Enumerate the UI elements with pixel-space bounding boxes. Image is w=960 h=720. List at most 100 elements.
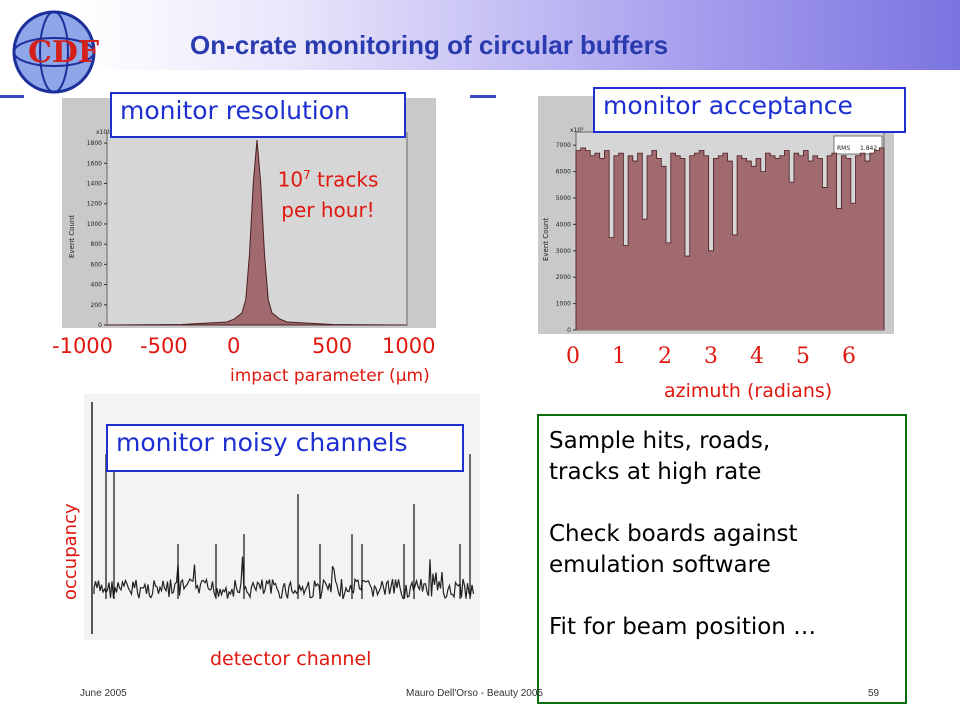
azimuth-outline [575,147,885,330]
azimuth-bar [812,155,818,331]
azimuth-bar [860,152,866,331]
azimuth-bar [826,155,833,331]
azimuth-bar [575,150,581,331]
info-box: Sample hits, roads, tracks at high rate … [537,414,907,704]
footer-author: Mauro Dell'Orso - Beauty 2005 [406,688,543,699]
azimuth-bar [585,150,591,331]
info-line: Fit for beam position … [549,614,817,640]
tracks-exp: 7 [303,168,311,182]
acc-x-tick-label: 1 [612,344,626,369]
azimuth-bar [817,158,823,331]
res-y-label: Event Count [68,215,76,258]
azimuth-bar [627,155,634,331]
azimuth-bar [855,155,861,331]
footer-date: June 2005 [80,688,127,699]
azimuth-bar [580,147,586,331]
azimuth-bar [670,152,676,331]
azimuth-bar [699,150,705,331]
res-y-tick-label: 1000 [87,221,102,228]
res-y-tick-label: 1600 [87,160,102,167]
azimuth-bar [642,218,648,331]
azimuth-bar [646,155,652,331]
acc-y-tick-label: 6000 [556,169,571,176]
info-line: Sample hits, roads, [549,428,771,454]
tracks-line2: per hour! [281,197,375,222]
azimuth-bar [755,158,761,331]
azimuth-bar [609,237,615,331]
azimuth-bar [613,155,619,331]
azimuth-bar [869,152,875,331]
impact-parameter-distribution [106,140,408,326]
res-y-tick-label: 400 [91,282,103,289]
azimuth-bar [656,158,662,331]
azimuth-bar [784,150,790,331]
azimuth-bar [680,158,686,331]
acc-y-tick-label: 5000 [556,195,571,202]
resolution-x-ticks: -1000 -500 0 500 1000 [52,334,444,364]
resolution-x-label: impact parameter (μm) [230,366,430,386]
res-y-tick-label: 1200 [87,201,102,208]
azimuth-bar [746,160,752,331]
acc-y-tick-label: 0 [567,327,571,334]
res-x-tick-label: -1000 [52,334,114,358]
title-band [0,0,960,70]
azimuth-bar [736,155,742,331]
res-x-tick-label: 0 [227,334,241,358]
acc-y-scale: x10³ [570,127,584,134]
acc-x-tick-label: 2 [658,344,672,369]
acc-y-tick-label: 4000 [556,221,571,228]
acc-x-tick-label: 3 [704,344,718,369]
acc-y-tick-label: 1000 [556,301,571,308]
divider-left [0,95,24,98]
azimuth-bar [841,155,847,331]
acc-y-tick-label: 2000 [556,274,571,281]
azimuth-bar [604,150,610,331]
azimuth-bar [703,155,709,331]
azimuth-bar [774,158,780,331]
azimuth-bar [741,158,747,331]
acceptance-x-label: azimuth (radians) [664,380,833,402]
azimuth-bar [727,160,733,331]
acc-y-tick-label: 7000 [556,142,571,149]
footer-page: 59 [868,688,880,699]
page-title: On-crate monitoring of circular buffers [190,30,669,60]
res-y-scale: x10³ [96,129,110,136]
acceptance-x-ticks: 0 1 2 3 4 5 6 [556,344,896,374]
azimuth-bar [651,150,657,331]
azimuth-bar [879,147,885,331]
azimuth-bar [789,182,795,331]
res-y-tick-label: 600 [91,261,103,268]
callout-monitor-acceptance: monitor acceptance [593,87,906,133]
azimuth-bar [632,160,638,331]
acc-x-tick-label: 0 [566,344,580,369]
info-line [549,581,895,612]
azimuth-bar [594,152,600,331]
azimuth-bar [713,158,719,331]
acceptance-panel: x10³ Event Count RMS 1.842 0 1000 2000 3000… [538,96,894,334]
azimuth-bar [675,155,681,331]
stats-rms-name: RMS [837,145,850,152]
azimuth-bar [850,203,856,331]
azimuth-bar [665,242,671,331]
res-y-tick-label: 1400 [87,181,102,188]
info-line: Check boards against [549,521,798,547]
azimuth-bar [779,155,785,331]
tracks-rest: tracks [310,167,379,192]
azimuth-bar [694,152,700,331]
azimuth-bar [599,158,605,331]
azimuth-bar [874,150,880,331]
azimuth-bar [684,255,690,331]
res-y-tick-label: 800 [91,241,103,248]
res-x-tick-label: 500 [312,334,353,358]
azimuth-bar [864,160,870,331]
azimuth-bar [722,152,728,331]
info-line: tracks at high rate [549,459,762,485]
detector-channel-label: detector channel [210,648,372,670]
azimuth-bar [708,250,714,331]
azimuth-bar [689,155,695,331]
azimuth-bar [718,155,724,331]
azimuth-bar [845,158,851,331]
info-line [549,488,895,519]
stats-rms-value: 1.842 [860,145,877,152]
azimuth-bar [808,160,814,331]
